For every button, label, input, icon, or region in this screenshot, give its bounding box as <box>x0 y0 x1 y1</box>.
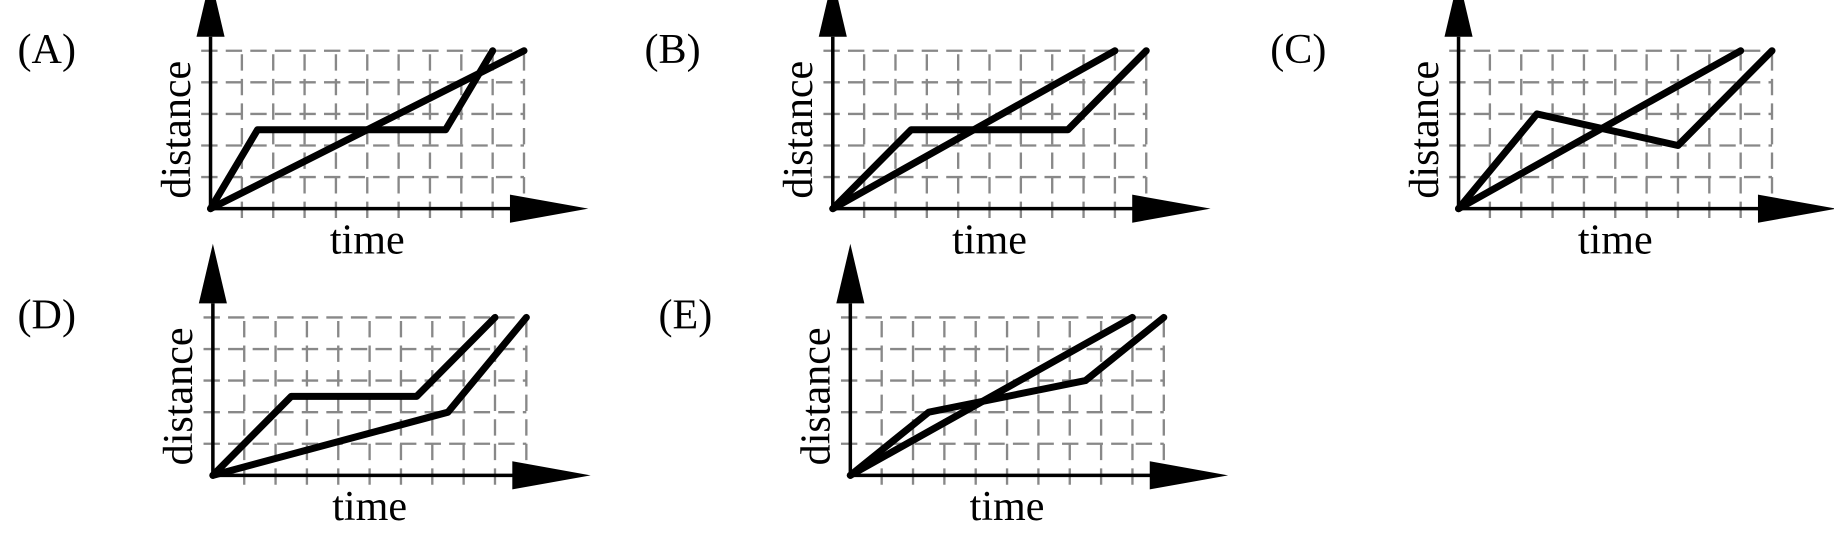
panel: (A) time distance <box>18 0 589 263</box>
panel: (D) time distance <box>18 243 591 530</box>
panel-label: (A) <box>18 26 76 73</box>
panel: (B) time distance <box>644 0 1211 263</box>
x-arrow <box>512 461 591 490</box>
y-arrow <box>818 0 847 37</box>
y-arrow <box>198 243 227 304</box>
series-line <box>209 313 530 479</box>
y-axis-label: distance <box>793 327 840 465</box>
y-axis-label: distance <box>775 61 822 199</box>
series-line <box>207 47 528 213</box>
y-axis-label: distance <box>153 61 200 199</box>
y-axis-label: distance <box>1401 61 1448 199</box>
x-axis-label: time <box>332 483 407 530</box>
x-arrow <box>1149 461 1229 490</box>
x-arrow <box>509 194 589 223</box>
panel: (E) time distance <box>659 243 1229 530</box>
panel-label: (D) <box>18 291 76 338</box>
panel-label: (C) <box>1270 26 1326 73</box>
y-axis-label: distance <box>155 327 202 465</box>
y-arrow <box>836 243 865 304</box>
series-line <box>1455 47 1776 213</box>
y-arrow <box>1444 0 1473 37</box>
series-line <box>829 47 1119 213</box>
series-line <box>846 313 1136 479</box>
x-axis-label: time <box>330 216 405 263</box>
series-line <box>829 47 1150 213</box>
panel-label: (E) <box>659 291 713 338</box>
x-axis-label: time <box>952 216 1027 263</box>
x-axis-label: time <box>1578 216 1653 263</box>
panel-label: (B) <box>644 26 700 73</box>
x-arrow <box>1757 194 1834 223</box>
x-axis-label: time <box>970 483 1045 530</box>
y-arrow <box>196 0 225 37</box>
series-line <box>846 313 1168 479</box>
series-line <box>207 47 497 213</box>
series-line <box>209 313 499 479</box>
series-line <box>1455 47 1745 213</box>
panel: (C) time distance <box>1270 0 1834 263</box>
x-arrow <box>1132 194 1211 223</box>
